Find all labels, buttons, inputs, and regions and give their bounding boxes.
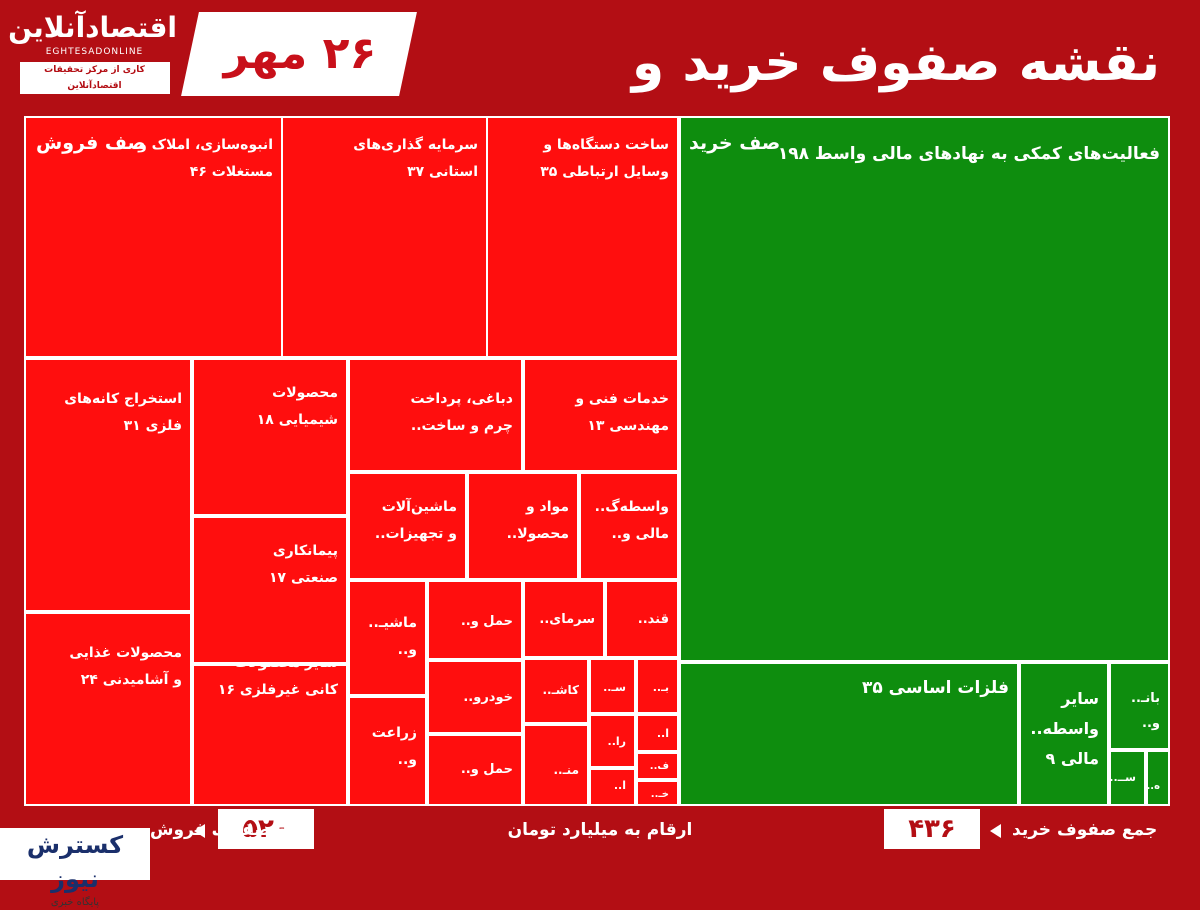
treemap-tile: را.. bbox=[591, 716, 634, 766]
treemap-tile: سرمای.. bbox=[525, 582, 603, 656]
treemap-tile-label: سـ.. bbox=[603, 681, 626, 694]
treemap-tile: کاشـ.. bbox=[525, 660, 587, 722]
logo-latin: EGHTESADONLINE bbox=[45, 47, 144, 57]
treemap-tile-label: استخراج کانه‌های فلزی ۳۱ bbox=[64, 391, 182, 434]
treemap-tile: قند.. bbox=[607, 582, 677, 656]
treemap-tile: حمل و.. bbox=[429, 582, 521, 658]
treemap-tile: خودرو.. bbox=[429, 662, 521, 732]
treemap-tile-label: زراعت و.. bbox=[371, 725, 417, 768]
sell-arrow-icon bbox=[194, 824, 205, 838]
treemap-tile-label: سایر واسطه.. مالی ۹ bbox=[1030, 689, 1099, 768]
treemap-tile: سرمایه گذاری‌های استانی ۳۷ bbox=[283, 118, 486, 356]
unit-note: ارقام به میلیارد تومان bbox=[507, 820, 693, 840]
treemap-tile: زراعت و.. bbox=[350, 698, 425, 804]
treemap-tile-label: را.. bbox=[607, 735, 626, 748]
treemap-tile-label: منـ.. bbox=[553, 763, 579, 777]
treemap-tile: سـ.. bbox=[591, 660, 634, 712]
logo: اقتصادآنلاین EGHTESADONLINE کاری از مرکز… bbox=[8, 10, 177, 94]
buy-arrow-icon bbox=[990, 824, 1001, 838]
treemap-tile: ا.. bbox=[638, 716, 677, 750]
treemap-tile: محصولات غذایی و آشامیدنی ۲۴ bbox=[26, 614, 190, 804]
treemap-tile: فعالیت‌های کمکی به نهادهای مالی واسط ۱۹۸ bbox=[681, 118, 1168, 660]
treemap-tile-label: ماشیـ.. و.. bbox=[368, 615, 417, 658]
buy-total-label: جمع صفوف خرید bbox=[1012, 820, 1158, 840]
treemap-tile-label: ســ.. bbox=[1111, 771, 1136, 784]
treemap-tile-label: خودرو.. bbox=[463, 690, 513, 705]
news-subtitle: پایگاه خبری bbox=[50, 897, 100, 908]
treemap-tile: محصولات شیمیایی ۱۸ bbox=[194, 360, 346, 514]
treemap-tile: بانـ.. و.. bbox=[1111, 664, 1168, 748]
treemap-tile-label: قند.. bbox=[637, 612, 669, 627]
treemap-tile: ساخت دستگاه‌ها و وسایل ارتباطی ۳۵ bbox=[488, 118, 677, 356]
buy-queue-header: صف خرید bbox=[689, 132, 781, 154]
treemap-tile: ه.. bbox=[1148, 752, 1168, 804]
treemap-tile: سایر محصولات کانی غیرفلزی ۱۶ bbox=[194, 666, 346, 804]
treemap-tile-label: محصولات غذایی و آشامیدنی ۲۴ bbox=[69, 645, 182, 688]
treemap-tile: سایر واسطه.. مالی ۹ bbox=[1021, 664, 1107, 804]
treemap-tile: خـ.. bbox=[638, 782, 677, 804]
sell-queue-header: صف فروش bbox=[36, 132, 146, 154]
news-logo: کسترش نیوز پایگاه خبری bbox=[0, 828, 150, 908]
treemap-tile: فلزات اساسی ۳۵ bbox=[681, 664, 1017, 804]
treemap-tile: استخراج کانه‌های فلزی ۳۱ bbox=[26, 360, 190, 610]
sell-total-label: جمع صفوف فروش bbox=[150, 820, 312, 840]
treemap-tile-label: ا.. bbox=[613, 779, 626, 792]
treemap-tile-label: ماشین‌آلات و تجهیزات.. bbox=[374, 499, 457, 542]
treemap-tile: مواد و محصولا.. bbox=[469, 474, 577, 578]
treemap-tile: حمل و.. bbox=[429, 736, 521, 804]
treemap-tile: خدمات فنی و مهندسی ۱۳ bbox=[525, 360, 677, 470]
treemap-tile-label: پیمانکاری صنعتی ۱۷ bbox=[269, 543, 338, 586]
news-name: کسترش نیوز bbox=[26, 831, 124, 893]
treemap-tile: ف.. bbox=[638, 754, 677, 778]
treemap-tile-label: خـ.. bbox=[650, 789, 669, 800]
sell-total: ۵۲۰ bbox=[218, 809, 314, 849]
treemap-tile-label: خدمات فنی و مهندسی ۱۳ bbox=[575, 391, 669, 434]
treemap-tile-label: انبوه‌سازی، املاک و مستغلات ۴۶ bbox=[138, 137, 273, 180]
treemap-tile-label: کاشـ.. bbox=[542, 683, 579, 697]
treemap-tile-label: بـ.. bbox=[652, 681, 669, 694]
date-badge: ۲۶ مهر bbox=[223, 28, 377, 79]
treemap-tile: منـ.. bbox=[525, 726, 587, 804]
page-title: نقشه صفوف خرید و فروش سهام bbox=[631, 33, 1160, 183]
treemap-tile-label: مواد و محصولا.. bbox=[506, 499, 569, 542]
treemap-tile-label: واسطه‌گ.. مالی و.. bbox=[594, 499, 669, 542]
treemap-tile: پیمانکاری صنعتی ۱۷ bbox=[194, 518, 346, 662]
treemap-tile: ماشین‌آلات و تجهیزات.. bbox=[350, 474, 465, 578]
treemap-tile: واسطه‌گ.. مالی و.. bbox=[581, 474, 677, 578]
treemap-tile-label: فعالیت‌های کمکی به نهادهای مالی واسط ۱۹۸ bbox=[777, 144, 1160, 164]
logo-name: اقتصادآنلاین bbox=[8, 11, 177, 44]
treemap-tile: بـ.. bbox=[638, 660, 677, 712]
treemap-tile-label: دباغی، پرداخت چرم و ساخت.. bbox=[410, 391, 513, 434]
treemap-tile-label: بانـ.. و.. bbox=[1131, 691, 1160, 731]
treemap-tile: دباغی، پرداخت چرم و ساخت.. bbox=[350, 360, 521, 470]
treemap-frame: انبوه‌سازی، املاک و مستغلات ۴۶ سرمایه گذا… bbox=[24, 116, 1170, 806]
treemap-tile-label: ا.. bbox=[656, 727, 669, 740]
treemap-tile-label: سرمایه گذاری‌های استانی ۳۷ bbox=[353, 137, 478, 180]
treemap-tile-label: ه.. bbox=[1148, 781, 1160, 792]
treemap-tile-label: ف.. bbox=[649, 761, 669, 772]
treemap-tile: ماشیـ.. و.. bbox=[350, 582, 425, 694]
treemap-tile-label: محصولات شیمیایی ۱۸ bbox=[256, 385, 338, 428]
treemap-tile: ا.. bbox=[591, 770, 634, 804]
treemap-tile: ســ.. bbox=[1111, 752, 1144, 804]
treemap-tile-label: ساخت دستگاه‌ها و وسایل ارتباطی ۳۵ bbox=[540, 137, 669, 180]
logo-subtitle: کاری از مرکز تحقیقات اقتصادآنلاین bbox=[19, 62, 170, 94]
treemap-tile: انبوه‌سازی، املاک و مستغلات ۴۶ bbox=[26, 118, 281, 356]
buy-total: ۴۳۶ bbox=[884, 809, 980, 849]
treemap-tile-label: سایر محصولات کانی غیرفلزی ۱۶ bbox=[217, 666, 338, 698]
treemap-tile-label: سرمای.. bbox=[539, 612, 595, 627]
treemap-tile-label: حمل و.. bbox=[460, 762, 513, 777]
treemap-tile-label: فلزات اساسی ۳۵ bbox=[861, 678, 1009, 698]
treemap-tile-label: حمل و.. bbox=[460, 614, 513, 629]
